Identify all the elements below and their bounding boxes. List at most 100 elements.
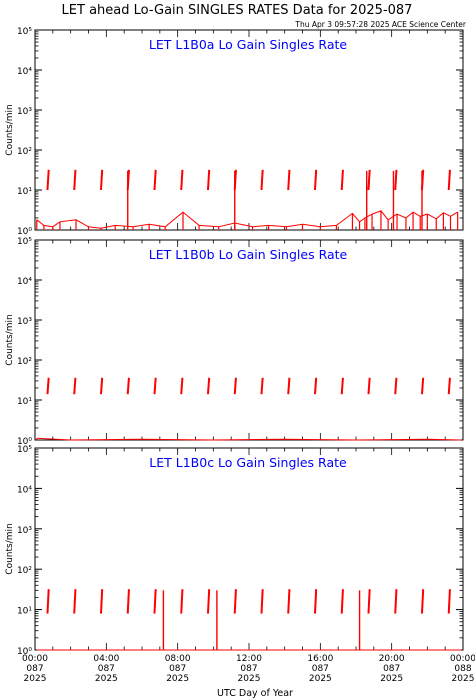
panel-1: 10⁰ 10¹ 10² 10³ 10⁴ 10⁵ Counts/min LET L1B0a Lo… [5, 27, 464, 237]
y-tick-label: 10¹ [17, 187, 32, 197]
x-tick-year: 2025 [95, 674, 118, 684]
y-tick-label: 10⁴ [17, 277, 32, 287]
x-tick-time: 12:00 [236, 654, 262, 664]
plot-frame [34, 447, 464, 651]
panel-title: LET L1B0b Lo Gain Singles Rate [149, 247, 348, 262]
burst-mark [367, 589, 371, 614]
burst-mark [233, 377, 237, 395]
x-tick-day: 087 [98, 664, 115, 674]
burst-mark [180, 169, 184, 191]
y-tick-label: 10⁵ [17, 27, 32, 37]
y-tick-label: 10⁴ [17, 485, 32, 495]
burst-mark [287, 169, 291, 191]
x-tick-year: 2025 [238, 674, 261, 684]
burst-mark [260, 377, 264, 395]
x-tick-time: 08:00 [165, 654, 191, 664]
burst-mark [340, 377, 344, 395]
panel-title: LET L1B0a Lo Gain Singles Rate [149, 37, 348, 52]
burst-mark [420, 377, 425, 395]
burst-mark [340, 589, 344, 614]
x-tick-day: 087 [312, 664, 329, 674]
burst-mark [180, 377, 184, 395]
burst-mark [367, 377, 371, 395]
burst-mark [99, 169, 104, 191]
burst-mark [447, 377, 451, 395]
burst-mark [233, 589, 237, 614]
y-tick-label: 10⁴ [17, 67, 32, 77]
burst-mark [260, 169, 264, 191]
burst-mark [46, 169, 50, 191]
burst-mark [313, 589, 318, 614]
burst-mark [46, 589, 50, 614]
y-tick-label: 10⁵ [17, 237, 32, 247]
x-axis: 00:00087202504:00087202508:00087202512:0… [22, 654, 475, 684]
y-tick-label: 10⁰ [17, 227, 32, 237]
burst-mark [126, 377, 130, 395]
series-line [36, 437, 462, 441]
series-line [36, 210, 458, 229]
burst-mark [206, 169, 211, 191]
burst-mark [420, 589, 425, 614]
burst-mark [153, 589, 157, 614]
y-tick-label: 10¹ [17, 397, 32, 407]
burst-mark [394, 377, 398, 395]
burst-mark [394, 169, 398, 191]
figure-title: LET ahead Lo-Gain SINGLES RATES Data for… [62, 3, 413, 18]
y-axis-label: Counts/min [5, 523, 15, 574]
burst-mark [126, 589, 130, 614]
panel-3: 10⁰ 10¹ 10² 10³ 10⁴ 10⁵ Counts/min LET L1B0c Lo… [5, 445, 464, 657]
y-tick-label: 10⁰ [17, 437, 32, 447]
x-tick-year: 2025 [166, 674, 189, 684]
y-tick-label: 10² [17, 566, 32, 576]
x-tick-day: 087 [26, 664, 43, 674]
burst-mark [206, 377, 211, 395]
y-tick-label: 10⁵ [17, 445, 32, 455]
burst-mark [206, 589, 211, 614]
burst-mark [73, 589, 77, 614]
y-axis-label: Counts/min [5, 314, 15, 365]
x-tick-year: 2025 [309, 674, 332, 684]
burst-mark [367, 169, 371, 191]
burst-mark [447, 589, 451, 614]
plot-frame [34, 29, 464, 231]
y-tick-label: 10¹ [17, 607, 32, 617]
y-tick-label: 10³ [17, 317, 32, 327]
x-tick-day: 087 [383, 664, 400, 674]
x-tick-year: 2025 [452, 674, 475, 684]
burst-mark [153, 169, 157, 191]
x-tick-year: 2025 [24, 674, 47, 684]
burst-mark [394, 589, 398, 614]
burst-mark [153, 377, 157, 395]
x-tick-time: 00:00 [450, 654, 475, 664]
x-tick-time: 20:00 [379, 654, 405, 664]
burst-mark [46, 377, 50, 395]
x-axis-label: UTC Day of Year [217, 688, 293, 699]
y-axis-label: Counts/min [5, 104, 15, 155]
x-tick-time: 16:00 [307, 654, 333, 664]
x-tick-day: 087 [240, 664, 257, 674]
burst-mark [99, 589, 104, 614]
burst-mark [313, 169, 318, 191]
burst-mark [287, 589, 291, 614]
burst-mark [73, 377, 77, 395]
panel-title: LET L1B0c Lo Gain Singles Rate [149, 455, 347, 470]
burst-mark [313, 377, 318, 395]
y-tick-label: 10³ [17, 526, 32, 536]
y-tick-label: 10⁰ [17, 647, 32, 657]
x-tick-year: 2025 [380, 674, 403, 684]
burst-mark [99, 377, 104, 395]
y-tick-label: 10³ [17, 107, 32, 117]
burst-mark [340, 169, 344, 191]
burst-mark [180, 589, 184, 614]
burst-mark [287, 377, 291, 395]
panel-2: 10⁰ 10¹ 10² 10³ 10⁴ 10⁵ Counts/min LET L1B0b Lo… [5, 237, 464, 447]
panels-group: 10⁰ 10¹ 10² 10³ 10⁴ 10⁵ Counts/min LET L1B0a Lo… [5, 27, 464, 657]
burst-mark [447, 169, 451, 191]
